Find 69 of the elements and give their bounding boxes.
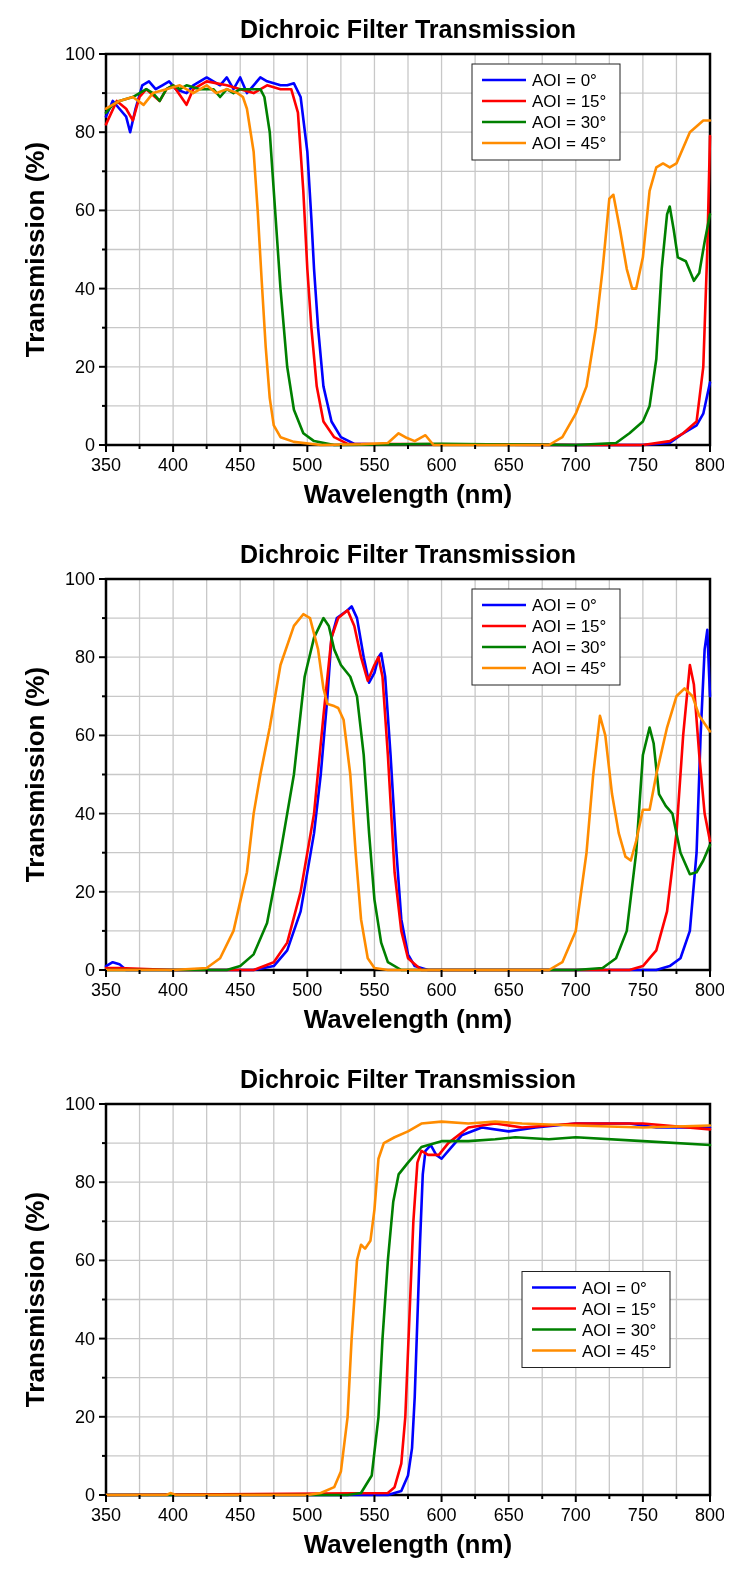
x-tick-label: 550 [359,1505,390,1525]
y-tick-label: 60 [74,725,95,746]
legend-label: AOI = 0° [532,596,597,615]
chart-title: Dichroic Filter Transmission [239,15,577,43]
x-axis-title: Wavelength (nm) [303,1529,513,1559]
legend-label: AOI = 30° [532,113,607,132]
x-axis-title: Wavelength (nm) [303,1004,513,1034]
x-tick-label: 600 [426,980,457,1000]
x-tick-label: 500 [292,455,323,475]
y-tick-label: 20 [74,356,95,377]
legend-label: AOI = 45° [582,1341,657,1361]
x-tick-label: 500 [292,1505,323,1525]
legend-label: AOI = 45° [532,134,607,153]
x-tick-label: 350 [90,1505,122,1525]
x-tick-label: 400 [158,980,189,1000]
y-axis-title: Transmission (%) [20,1191,50,1408]
x-tick-label: 650 [493,980,524,1000]
x-tick-label: 700 [560,980,591,1000]
x-tick-label: 450 [225,1505,256,1525]
x-tick-label: 450 [225,455,256,475]
y-axis-title: Transmission (%) [20,141,50,358]
x-tick-label: 350 [90,980,122,1000]
x-tick-label: 750 [627,455,658,475]
x-tick-label: 350 [90,455,122,475]
y-tick-label: 100 [64,1094,95,1114]
x-tick-label: 550 [359,980,390,1000]
y-tick-label: 0 [84,1485,95,1505]
chart-title: Dichroic Filter Transmission [239,1065,577,1093]
legend-label: AOI = 0° [532,71,597,90]
x-tick-label: 650 [493,1505,524,1525]
y-tick-label: 80 [74,122,95,143]
legend-label: AOI = 0° [582,1278,647,1298]
chart-title: Dichroic Filter Transmission [239,540,577,568]
y-tick-label: 40 [74,803,95,824]
x-tick-label: 700 [560,455,591,475]
y-tick-label: 100 [64,569,95,589]
x-tick-label: 450 [225,980,256,1000]
y-tick-label: 80 [74,1172,95,1193]
x-tick-label: 500 [292,980,323,1000]
legend-label: AOI = 30° [532,638,607,657]
legend-label: AOI = 30° [582,1320,657,1340]
y-tick-label: 80 [74,647,95,668]
x-tick-label: 650 [493,455,524,475]
x-tick-label: 550 [359,455,390,475]
x-tick-label: 600 [426,455,457,475]
x-tick-label: 800 [694,980,726,1000]
x-axis-title: Wavelength (nm) [303,479,513,509]
y-tick-label: 60 [74,200,95,221]
x-tick-label: 700 [560,1505,591,1525]
x-tick-label: 400 [158,455,189,475]
legend-label: AOI = 15° [532,617,607,636]
x-tick-label: 750 [627,980,658,1000]
legend-label: AOI = 15° [532,92,607,111]
x-tick-label: 400 [158,1505,189,1525]
x-tick-label: 600 [426,1505,457,1525]
y-tick-label: 0 [84,435,95,455]
x-tick-label: 800 [694,1505,726,1525]
x-tick-label: 750 [627,1505,658,1525]
y-tick-label: 20 [74,1406,95,1427]
x-tick-label: 800 [694,455,726,475]
y-tick-label: 40 [74,1328,95,1349]
y-tick-label: 20 [74,881,95,902]
y-axis-title: Transmission (%) [20,666,50,883]
legend-label: AOI = 15° [582,1299,657,1319]
legend-label: AOI = 45° [532,659,607,678]
y-tick-label: 60 [74,1250,95,1271]
y-tick-label: 100 [64,44,95,64]
y-tick-label: 0 [84,960,95,980]
y-tick-label: 40 [74,278,95,299]
